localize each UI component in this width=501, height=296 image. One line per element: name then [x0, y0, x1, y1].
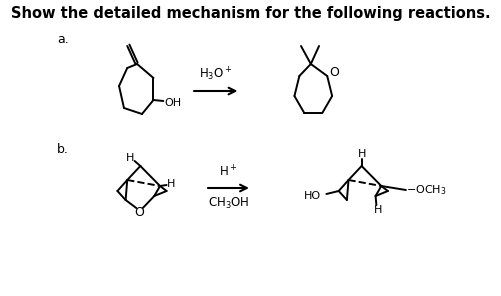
- Text: $\mathrm{H_3O^+}$: $\mathrm{H_3O^+}$: [198, 66, 232, 83]
- Text: $\mathrm{CH_3OH}$: $\mathrm{CH_3OH}$: [207, 196, 249, 211]
- Text: H: H: [126, 153, 134, 163]
- Text: OH: OH: [164, 98, 181, 108]
- Text: H: H: [373, 205, 381, 215]
- Text: b.: b.: [57, 143, 69, 156]
- Text: Show the detailed mechanism for the following reactions.: Show the detailed mechanism for the foll…: [11, 6, 490, 21]
- Text: a.: a.: [57, 33, 68, 46]
- Text: $\mathrm{H^+}$: $\mathrm{H^+}$: [219, 165, 237, 180]
- Text: H: H: [167, 179, 175, 189]
- Text: O: O: [134, 207, 144, 220]
- Text: H: H: [357, 149, 365, 159]
- Text: HO: HO: [303, 191, 320, 201]
- Text: O: O: [329, 65, 339, 78]
- Text: $-$OCH$_3$: $-$OCH$_3$: [405, 183, 445, 197]
